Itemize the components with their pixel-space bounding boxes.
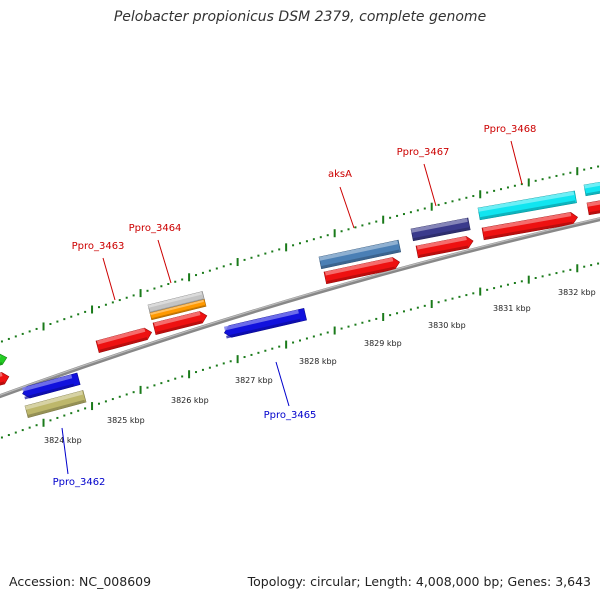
tick-dots <box>0 165 600 439</box>
callout-leader-line <box>423 163 437 207</box>
feature-ppro-3467-navy <box>410 217 471 242</box>
feature-ppro-3465 <box>223 307 307 339</box>
feature-bevel <box>150 299 204 316</box>
backbone-highlight <box>0 217 600 396</box>
feature-shade <box>156 320 203 335</box>
scale-label: 3830 kbp <box>428 321 466 330</box>
scale-label: 3827 kbp <box>235 376 273 385</box>
scale-label: 3825 kbp <box>107 416 145 425</box>
feature-bevel <box>96 328 146 345</box>
scale-label: 3831 kbp <box>493 304 531 313</box>
callout-leader-line <box>61 427 69 475</box>
scale-label: 3828 kbp <box>299 357 337 366</box>
feature-shade <box>27 399 86 418</box>
feature-shade <box>320 249 400 269</box>
genome-backbone <box>0 217 600 399</box>
scale-label: 3832 kbp <box>558 288 596 297</box>
gene-features <box>0 180 600 418</box>
feature-shade <box>151 304 206 320</box>
gene-label-ppro-3462: Ppro_3462 <box>53 477 106 488</box>
scale-label: 3826 kbp <box>171 396 209 405</box>
gene-label-aksa: aksA <box>328 169 352 180</box>
feature-bevel <box>324 257 394 276</box>
feature-bevel <box>482 212 572 232</box>
feature-ppro-3464 <box>152 311 208 336</box>
feature-shade <box>412 227 470 241</box>
gene-callouts: Ppro_3462 Ppro_3463 Ppro_3464 Ppro_3465 aksA… <box>53 124 537 488</box>
feature-bevel <box>21 374 73 392</box>
callout-leader-line <box>510 140 523 185</box>
feature-bevel <box>411 218 468 233</box>
feature-aksa-steel <box>318 239 402 270</box>
feature-shade <box>326 266 395 284</box>
feature-ppro-3462-khaki <box>24 390 87 418</box>
feature-bevel <box>25 390 83 410</box>
feature-edge-cyan <box>583 180 600 197</box>
feature-bevel <box>148 291 203 308</box>
feature-shade <box>588 208 600 215</box>
feature-bevel <box>416 236 467 250</box>
feature-ppro-3464-orange <box>149 299 207 321</box>
gene-label-ppro-3465: Ppro_3465 <box>264 410 317 421</box>
feature-shade <box>479 200 576 220</box>
feature-bevel <box>153 311 201 327</box>
feature-ppro-3467 <box>415 235 474 259</box>
callout-leader-line <box>157 239 172 284</box>
feature-bevel <box>319 240 399 261</box>
accession-label: Accession: NC_008609 <box>9 574 152 589</box>
genome-summary-label: Topology: circular; Length: 4,008,000 bp… <box>247 574 591 589</box>
scale-labels: 3824 kbp 3825 kbp 3826 kbp 3827 kbp 3828 kbp… <box>44 288 596 445</box>
callout-leader-line <box>275 361 290 407</box>
feature-shade <box>484 221 573 240</box>
feature-edge-red-right <box>586 199 600 216</box>
feature-shade <box>99 337 148 353</box>
page-title: Pelobacter propionicus DSM 2379, complet… <box>113 9 487 25</box>
scale-label: 3824 kbp <box>44 436 82 445</box>
feature-shade <box>0 381 5 388</box>
feature-shade <box>24 383 75 400</box>
gene-label-ppro-3468: Ppro_3468 <box>484 124 537 135</box>
feature-ppro-3462 <box>21 372 81 400</box>
feature-aksa <box>323 257 401 285</box>
feature-edge-green <box>0 353 8 368</box>
gene-label-ppro-3464: Ppro_3464 <box>129 223 182 234</box>
feature-shade <box>226 318 301 339</box>
feature-bevel <box>223 309 299 331</box>
feature-ppro-3468 <box>481 212 579 241</box>
feature-shade <box>418 245 469 258</box>
callout-leader-line <box>339 186 355 229</box>
callout-leader-line <box>102 257 116 301</box>
feature-body <box>0 353 8 368</box>
feature-ppro-3468-cyan <box>477 190 577 221</box>
gene-label-ppro-3463: Ppro_3463 <box>72 241 125 252</box>
feature-ppro-3463 <box>95 327 153 353</box>
gene-label-ppro-3467: Ppro_3467 <box>397 147 450 158</box>
feature-shade <box>585 189 600 196</box>
feature-body <box>152 311 208 336</box>
feature-edge-red <box>0 372 10 388</box>
feature-bevel <box>477 191 575 212</box>
feature-bevel <box>587 199 600 207</box>
scale-label: 3829 kbp <box>364 339 402 348</box>
